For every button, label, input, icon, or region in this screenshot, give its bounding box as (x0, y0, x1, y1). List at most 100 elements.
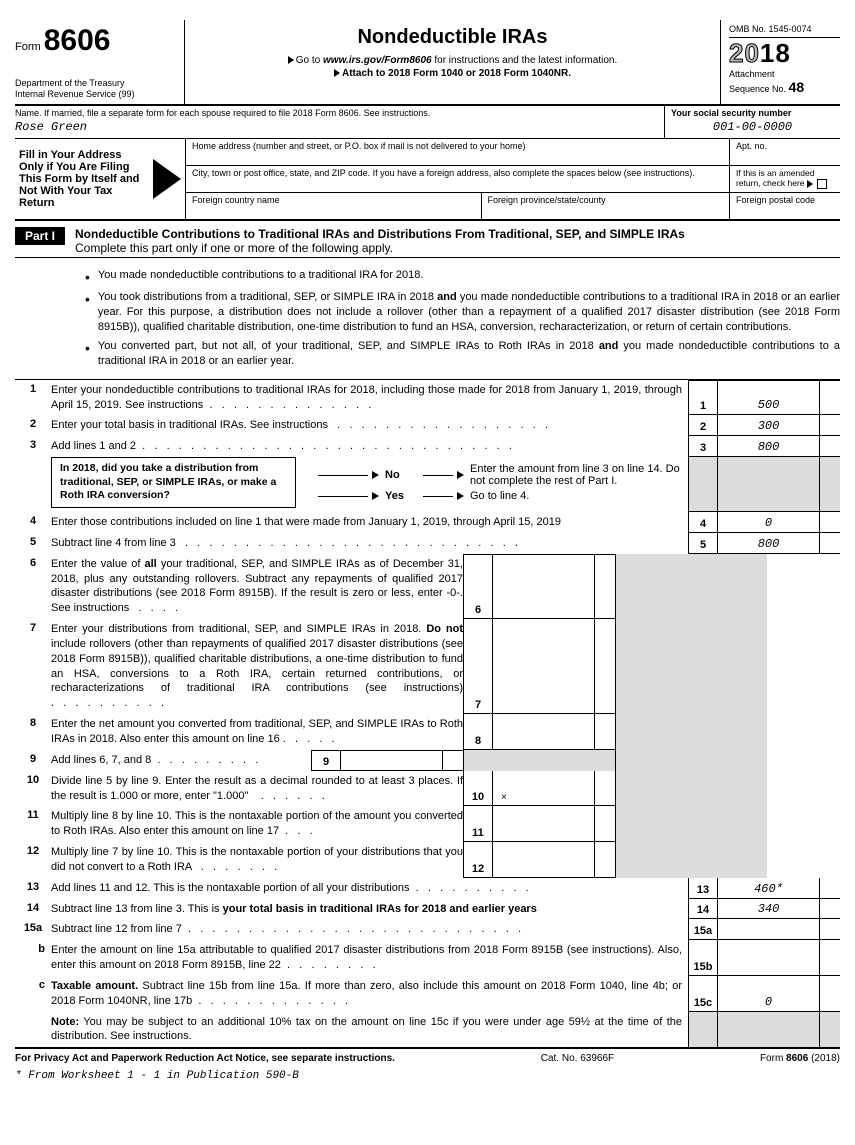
department: Department of the Treasury Internal Reve… (15, 78, 178, 100)
line9-value[interactable] (341, 750, 443, 771)
header-right: OMB No. 1545-0074 2018 AttachmentSequenc… (720, 20, 840, 104)
line13-value[interactable]: 460* (718, 878, 820, 899)
line5-value[interactable]: 800 (718, 533, 820, 554)
gray-spacer (688, 457, 718, 512)
line12-box: 12 (463, 842, 493, 878)
line2-cents[interactable] (820, 415, 840, 436)
line15b-value[interactable] (718, 940, 820, 976)
note-row: Note: You may be subject to an additiona… (15, 1012, 840, 1048)
gray-spacer (820, 457, 840, 512)
line-14: 14 Subtract line 13 from line 3. This is… (15, 899, 840, 920)
line4-box: 4 (688, 512, 718, 533)
line-15c: c Taxable amount. Subtract line 15b from… (15, 976, 840, 1012)
privacy-notice: For Privacy Act and Paperwork Reduction … (15, 1053, 395, 1064)
line9-cents[interactable] (443, 750, 463, 771)
decision-flow: No Enter the amount from line 3 on line … (296, 460, 688, 505)
line10-value[interactable]: × (493, 771, 595, 807)
line-10: 10 Divide line 5 by line 9. Enter the re… (15, 771, 840, 807)
omb-number: OMB No. 1545-0074 (729, 24, 840, 38)
line7-value[interactable] (493, 619, 595, 714)
line12-value[interactable] (493, 842, 595, 878)
line10-box: 10 (463, 771, 493, 807)
line15c-box: 15c (688, 976, 718, 1012)
line15c-value[interactable]: 0 (718, 976, 820, 1012)
name-value[interactable]: Rose Green (15, 118, 658, 136)
line15b-cents[interactable] (820, 940, 840, 976)
foreign-province-field[interactable]: Foreign province/state/county (482, 193, 730, 219)
line13-box: 13 (688, 878, 718, 899)
line-7: 7 Enter your distributions from traditio… (15, 619, 840, 714)
line14-cents[interactable] (820, 899, 840, 920)
line15a-cents[interactable] (820, 919, 840, 940)
ssn-value[interactable]: 001-00-0000 (671, 118, 834, 136)
line9-box: 9 (311, 750, 341, 771)
form-title: Nondeductible IRAs (195, 26, 710, 49)
address-block: Fill in Your Address Only if You Are Fil… (15, 139, 840, 221)
home-address-field[interactable]: Home address (number and street, or P.O.… (186, 139, 730, 165)
gray-spacer (615, 714, 767, 750)
form-ref: Form 8606 (2018) (760, 1053, 840, 1064)
line3-value[interactable]: 800 (718, 436, 820, 457)
form-header: Form 8606 Department of the Treasury Int… (15, 20, 840, 106)
address-fields: Home address (number and street, or P.O.… (185, 139, 840, 219)
line2-value[interactable]: 300 (718, 415, 820, 436)
line11-cents[interactable] (595, 806, 615, 842)
line1-box: 1 (688, 380, 718, 416)
gray-spacer (718, 1012, 820, 1048)
line8-cents[interactable] (595, 714, 615, 750)
arrow-icon (457, 471, 464, 479)
gray-spacer (615, 771, 767, 807)
line14-value[interactable]: 340 (718, 899, 820, 920)
city-field[interactable]: City, town or post office, state, and ZI… (186, 166, 730, 192)
line4-value[interactable]: 0 (718, 512, 820, 533)
arrow-icon (457, 492, 464, 500)
name-ssn-row: Name. If married, file a separate form f… (15, 106, 840, 139)
bullet-1: You made nondeductible contributions to … (85, 268, 840, 287)
line11-box: 11 (463, 806, 493, 842)
line15a-value[interactable] (718, 919, 820, 940)
ssn-label: Your social security number (671, 108, 834, 118)
line15c-cents[interactable] (820, 976, 840, 1012)
decision-yes: Yes Go to line 4. (314, 490, 688, 502)
line7-cents[interactable] (595, 619, 615, 714)
line8-box: 8 (463, 714, 493, 750)
page-footer: For Privacy Act and Paperwork Reduction … (15, 1047, 840, 1068)
line-9: 9 Add lines 6, 7, and 8 . . . . . . . . … (15, 750, 840, 771)
foreign-postal-field[interactable]: Foreign postal code (730, 193, 840, 219)
form-number: 8606 (44, 24, 111, 57)
line6-value[interactable] (493, 554, 595, 619)
foreign-country-field[interactable]: Foreign country name (186, 193, 482, 219)
line13-cents[interactable] (820, 878, 840, 899)
ssn-cell: Your social security number 001-00-0000 (665, 106, 840, 138)
name-cell: Name. If married, file a separate form f… (15, 106, 665, 138)
line-13: 13 Add lines 11 and 12. This is the nont… (15, 878, 840, 899)
form-lines: 1 Enter your nondeductible contributions… (15, 380, 840, 1048)
amended-checkbox[interactable] (817, 179, 827, 189)
amended-check: If this is an amended return, check here (730, 166, 840, 192)
line15b-box: 15b (688, 940, 718, 976)
part1-bullets: You made nondeductible contributions to … (15, 258, 840, 380)
apt-field[interactable]: Apt. no. (730, 139, 840, 165)
bullet-2: You took distributions from a traditiona… (85, 290, 840, 335)
line10-cents[interactable] (595, 771, 615, 807)
line5-cents[interactable] (820, 533, 840, 554)
line-6: 6 Enter the value of all your traditiona… (15, 554, 840, 619)
line1-value[interactable]: 500 (718, 380, 820, 416)
line4-cents[interactable] (820, 512, 840, 533)
line3-cents[interactable] (820, 436, 840, 457)
part-label: Part I (15, 227, 65, 245)
attach-line: Attach to 2018 Form 1040 or 2018 Form 10… (195, 68, 710, 79)
address-instructions: Fill in Your Address Only if You Are Fil… (15, 139, 185, 219)
gray-spacer (688, 1012, 718, 1048)
footnote: * From Worksheet 1 - 1 in Publication 59… (15, 1068, 840, 1084)
line11-value[interactable] (493, 806, 595, 842)
sequence: AttachmentSequence No. 48 (729, 69, 840, 95)
gray-spacer (615, 554, 767, 619)
line8-value[interactable] (493, 714, 595, 750)
line-3: 3 Add lines 1 and 2 . . . . . . . . . . … (15, 436, 840, 457)
bullet-3: You converted part, but not all, of your… (85, 339, 840, 369)
line12-cents[interactable] (595, 842, 615, 878)
line6-cents[interactable] (595, 554, 615, 619)
line5-box: 5 (688, 533, 718, 554)
line1-cents[interactable] (820, 380, 840, 416)
